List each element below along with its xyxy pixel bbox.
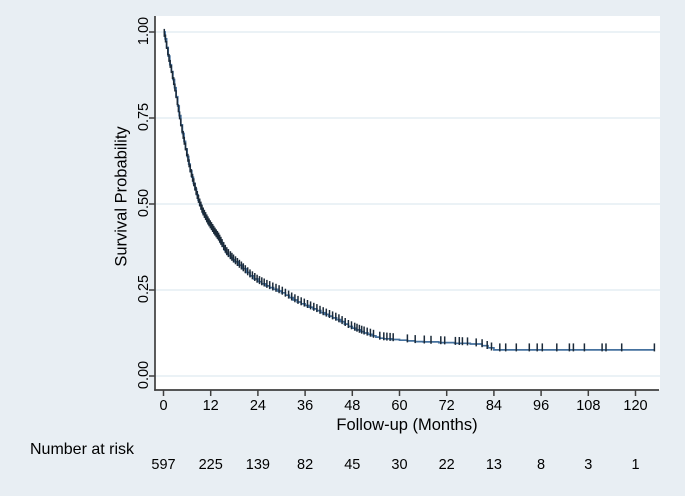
x-tick-label: 0 — [159, 398, 168, 414]
number-at-risk-count: 3 — [584, 457, 593, 473]
y-tick-label: 0.75 — [136, 102, 152, 132]
number-at-risk-count: 139 — [245, 457, 270, 473]
number-at-risk-count: 22 — [438, 457, 455, 473]
x-tick-label: 48 — [344, 398, 361, 414]
y-tick-label: 0.50 — [136, 188, 152, 218]
plot-area — [155, 16, 660, 390]
number-at-risk-count: 1 — [631, 457, 640, 473]
number-at-risk-count: 225 — [198, 457, 223, 473]
x-axis-title: Follow-up (Months) — [336, 416, 478, 434]
x-tick-label: 36 — [297, 398, 314, 414]
number-at-risk-label: Number at risk — [30, 441, 135, 458]
y-tick-label: 1.00 — [136, 16, 152, 46]
x-tick-label: 12 — [202, 398, 219, 414]
x-tick-label: 108 — [576, 398, 601, 414]
x-tick-label: 72 — [438, 398, 455, 414]
x-tick-label: 84 — [485, 398, 502, 414]
number-at-risk-count: 30 — [391, 457, 408, 473]
y-tick-label: 0.00 — [136, 360, 152, 390]
number-at-risk-count: 82 — [297, 457, 314, 473]
number-at-risk-count: 13 — [485, 457, 502, 473]
y-tick-label: 0.25 — [136, 274, 152, 304]
y-axis-title: Survival Probability — [112, 126, 131, 267]
x-tick-label: 96 — [533, 398, 550, 414]
number-at-risk-count: 45 — [344, 457, 361, 473]
number-at-risk-count: 597 — [151, 457, 176, 473]
x-tick-label: 60 — [391, 398, 408, 414]
x-tick-label: 24 — [249, 398, 266, 414]
x-tick-label: 120 — [623, 398, 648, 414]
number-at-risk-count: 8 — [537, 457, 546, 473]
